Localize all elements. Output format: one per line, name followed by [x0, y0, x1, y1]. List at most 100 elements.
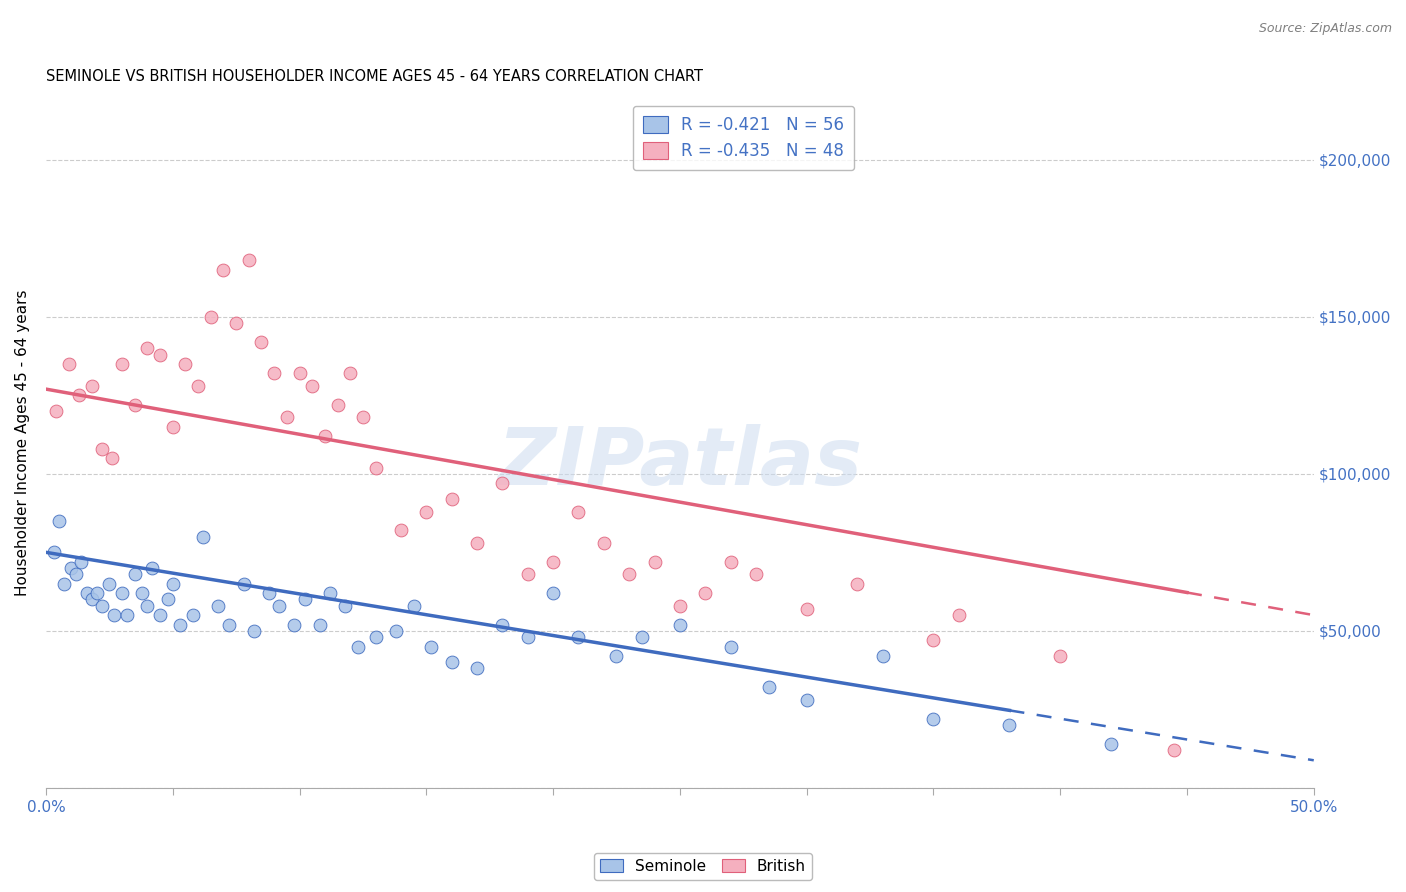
Point	[156, 592, 179, 607]
Point	[541, 586, 564, 600]
Point	[846, 576, 869, 591]
Point	[98, 576, 121, 591]
Point	[922, 712, 945, 726]
Point	[65, 567, 87, 582]
Point	[115, 608, 138, 623]
Point	[491, 617, 513, 632]
Point	[567, 630, 589, 644]
Point	[149, 348, 172, 362]
Point	[250, 334, 273, 349]
Point	[276, 410, 298, 425]
Point	[288, 367, 311, 381]
Point	[1163, 743, 1185, 757]
Point	[339, 367, 361, 381]
Point	[60, 561, 83, 575]
Point	[263, 367, 285, 381]
Point	[86, 586, 108, 600]
Point	[516, 567, 538, 582]
Point	[212, 262, 235, 277]
Point	[440, 491, 463, 506]
Point	[218, 617, 240, 632]
Point	[440, 655, 463, 669]
Point	[644, 555, 666, 569]
Point	[162, 419, 184, 434]
Point	[42, 545, 65, 559]
Point	[136, 599, 159, 613]
Point	[80, 592, 103, 607]
Point	[200, 310, 222, 324]
Point	[207, 599, 229, 613]
Point	[301, 379, 323, 393]
Point	[294, 592, 316, 607]
Point	[541, 555, 564, 569]
Point	[90, 442, 112, 456]
Point	[131, 586, 153, 600]
Point	[174, 357, 197, 371]
Point	[90, 599, 112, 613]
Point	[415, 504, 437, 518]
Point	[333, 599, 356, 613]
Point	[1049, 648, 1071, 663]
Point	[720, 640, 742, 654]
Point	[758, 681, 780, 695]
Point	[630, 630, 652, 644]
Legend: R = -0.421   N = 56, R = -0.435   N = 48: R = -0.421 N = 56, R = -0.435 N = 48	[633, 105, 853, 170]
Text: ZIPatlas: ZIPatlas	[498, 425, 862, 502]
Point	[283, 617, 305, 632]
Point	[124, 398, 146, 412]
Point	[605, 648, 627, 663]
Point	[695, 586, 717, 600]
Point	[319, 586, 342, 600]
Point	[111, 357, 134, 371]
Point	[364, 460, 387, 475]
Point	[669, 617, 692, 632]
Point	[193, 530, 215, 544]
Point	[567, 504, 589, 518]
Y-axis label: Householder Income Ages 45 - 64 years: Householder Income Ages 45 - 64 years	[15, 289, 30, 596]
Point	[76, 586, 98, 600]
Point	[922, 633, 945, 648]
Point	[124, 567, 146, 582]
Point	[796, 693, 818, 707]
Point	[720, 555, 742, 569]
Point	[162, 576, 184, 591]
Point	[326, 398, 349, 412]
Point	[669, 599, 692, 613]
Point	[67, 388, 90, 402]
Point	[101, 451, 124, 466]
Point	[257, 586, 280, 600]
Point	[136, 341, 159, 355]
Point	[238, 253, 260, 268]
Point	[314, 429, 336, 443]
Point	[48, 514, 70, 528]
Point	[998, 718, 1021, 732]
Point	[352, 410, 374, 425]
Point	[491, 476, 513, 491]
Point	[347, 640, 370, 654]
Point	[181, 608, 204, 623]
Point	[402, 599, 425, 613]
Point	[169, 617, 191, 632]
Point	[141, 561, 163, 575]
Point	[872, 648, 894, 663]
Point	[80, 379, 103, 393]
Point	[745, 567, 768, 582]
Point	[948, 608, 970, 623]
Point	[420, 640, 443, 654]
Point	[796, 602, 818, 616]
Point	[232, 576, 254, 591]
Legend: Seminole, British: Seminole, British	[595, 853, 811, 880]
Text: Source: ZipAtlas.com: Source: ZipAtlas.com	[1258, 22, 1392, 36]
Point	[1099, 737, 1122, 751]
Point	[225, 316, 247, 330]
Point	[465, 536, 488, 550]
Point	[389, 524, 412, 538]
Point	[465, 661, 488, 675]
Point	[516, 630, 538, 644]
Point	[70, 555, 93, 569]
Point	[269, 599, 291, 613]
Text: SEMINOLE VS BRITISH HOUSEHOLDER INCOME AGES 45 - 64 YEARS CORRELATION CHART: SEMINOLE VS BRITISH HOUSEHOLDER INCOME A…	[46, 69, 703, 84]
Point	[592, 536, 614, 550]
Point	[243, 624, 266, 638]
Point	[187, 379, 209, 393]
